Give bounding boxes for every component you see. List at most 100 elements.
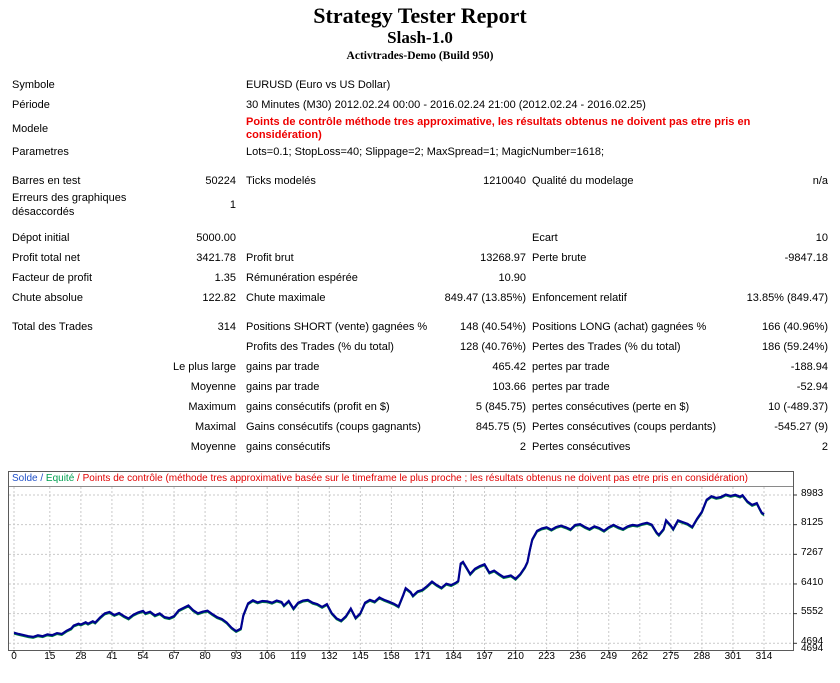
row-label: Gains consécutifs (coups gagnants) bbox=[246, 420, 421, 433]
x-axis-label: 223 bbox=[538, 650, 555, 662]
row-label: Erreurs des graphiques désaccordés bbox=[12, 192, 127, 218]
row-value: 10 bbox=[815, 231, 828, 244]
table-row: Modele Points de contrôle méthode tres ap… bbox=[12, 116, 840, 144]
x-axis-label: 288 bbox=[693, 650, 711, 662]
table-row: Facteur de profit 1.35 Rémunération espéré… bbox=[12, 269, 840, 289]
x-axis-label: 275 bbox=[662, 650, 680, 662]
row-warning-value: Points de contrôle méthode tres approxim… bbox=[246, 115, 751, 142]
y-axis-min-label: 4694 bbox=[801, 642, 824, 654]
row-value: n/a bbox=[812, 175, 828, 188]
balance-chart-area: Solde / Equité / Points de contrôle (mét… bbox=[0, 470, 840, 671]
row-label: pertes par trade bbox=[532, 360, 610, 373]
table-row: Profits des Trades (% du total) 128 (40.7… bbox=[12, 338, 840, 358]
x-axis-label: 210 bbox=[507, 650, 524, 662]
row-value: 13.85% (849.47) bbox=[746, 291, 828, 304]
row-label: Perte brute bbox=[532, 251, 587, 264]
row-label: gains consécutifs (profit en $) bbox=[246, 400, 390, 413]
row-value: 13268.97 bbox=[480, 251, 526, 264]
row-label: gains consécutifs bbox=[246, 440, 331, 453]
row-wide-value: 30 Minutes (M30) 2012.02.24 00:00 - 2016… bbox=[246, 98, 646, 111]
row-value: 122.82 bbox=[202, 291, 236, 304]
row-label: Pertes des Trades (% du total) bbox=[532, 340, 681, 353]
row-value: 5 (845.75) bbox=[475, 400, 526, 413]
row-label: Pertes consécutives (coups perdants) bbox=[532, 420, 717, 433]
row-label: Chute maximale bbox=[246, 291, 326, 304]
row-wide-value: Lots=0.1; StopLoss=40; Slippage=2; MaxSp… bbox=[246, 146, 605, 159]
row-value: -52.94 bbox=[796, 380, 828, 393]
row-label: Période bbox=[12, 98, 50, 111]
row-value: 148 (40.54%) bbox=[459, 320, 526, 333]
x-axis-label: 93 bbox=[230, 650, 242, 662]
table-row: Profit total net 3421.78 Profit brut 13268.… bbox=[12, 249, 840, 269]
row-label: Profits des Trades (% du total) bbox=[246, 340, 394, 353]
y-axis-label: 8125 bbox=[801, 517, 824, 529]
row-value: 10.90 bbox=[498, 271, 526, 284]
row-value: -9847.18 bbox=[784, 251, 828, 264]
row-value: -545.27 (9) bbox=[774, 420, 828, 433]
account-name: Activtrades-Demo (Build 950) bbox=[346, 49, 494, 62]
x-axis-label: 314 bbox=[755, 650, 773, 662]
row-value: 103.66 bbox=[492, 380, 526, 393]
row-label: Parametres bbox=[12, 146, 69, 159]
table-row: Le plus large gains par trade 465.42 pertes… bbox=[12, 358, 840, 378]
table-row: Moyenne gains par trade 103.66 pertes par t… bbox=[12, 378, 840, 398]
row-value: 166 (40.96%) bbox=[761, 320, 828, 333]
row-label: Ecart bbox=[532, 231, 558, 244]
row-label: Qualité du modelage bbox=[532, 175, 634, 188]
row-label: Symbole bbox=[12, 78, 55, 91]
table-row: Chute absolue 122.82 Chute maximale 849.47 … bbox=[12, 289, 840, 309]
table-row: Total des Trades 314 Positions SHORT (vent… bbox=[12, 318, 840, 338]
chart-x-axis-labels: 0 15 28 41 54 67 80 93 106 119 132 145 158 171 184 197 2… bbox=[0, 643, 840, 665]
x-axis-label: 132 bbox=[320, 650, 338, 662]
legend-warning-text: Points de contrôle (méthode tres approxi… bbox=[82, 472, 748, 484]
y-axis-label: 8983 bbox=[801, 487, 824, 499]
table-row: Maximal Gains consécutifs (coups gagnants… bbox=[12, 418, 840, 438]
row-label: Facteur de profit bbox=[12, 271, 93, 284]
report-table: Symbole EURUSD (Euro vs US Dollar) Période… bbox=[0, 76, 840, 458]
row-value: 3421.78 bbox=[196, 251, 236, 264]
row-value: Maximal bbox=[195, 420, 236, 433]
x-axis-label: 197 bbox=[476, 650, 493, 662]
chart-legend: Solde / Equité / Points de contrôle (mét… bbox=[9, 472, 793, 487]
x-axis-label: 158 bbox=[383, 650, 400, 662]
ea-name: Slash-1.0 bbox=[387, 28, 453, 48]
row-value: 2 bbox=[821, 440, 828, 453]
row-value: Moyenne bbox=[190, 380, 236, 393]
x-axis-label: 41 bbox=[106, 650, 118, 662]
row-value: 128 (40.76%) bbox=[459, 340, 526, 353]
row-value: 5000.00 bbox=[196, 231, 236, 244]
row-label: gains par trade bbox=[246, 360, 320, 373]
legend-separator: / bbox=[74, 472, 83, 484]
x-axis-label: 0 bbox=[11, 650, 17, 662]
balance-chart: Solde / Equité / Points de contrôle (mét… bbox=[8, 470, 797, 653]
row-value: 1210040 bbox=[483, 175, 526, 188]
legend-equite: Equité bbox=[45, 472, 75, 484]
y-axis-label: 6410 bbox=[801, 576, 824, 588]
table-row: Barres en test 50224 Ticks modelés 1210040 Q… bbox=[12, 172, 840, 192]
page-title: Strategy Tester Report bbox=[313, 3, 527, 28]
row-value: 849.47 (13.85%) bbox=[444, 291, 526, 304]
row-label: Pertes consécutives bbox=[532, 440, 631, 453]
row-value: 465.42 bbox=[492, 360, 526, 373]
x-axis-label: 15 bbox=[44, 650, 56, 662]
chart-plot bbox=[9, 486, 797, 653]
row-value: 1.35 bbox=[214, 271, 236, 284]
row-label: Positions SHORT (vente) gagnées % bbox=[246, 320, 428, 333]
report-header: Strategy Tester Report Slash-1.0 Activtr… bbox=[0, 0, 840, 64]
row-label: Positions LONG (achat) gagnées % bbox=[532, 320, 707, 333]
x-axis-label: 301 bbox=[724, 650, 742, 662]
balance-line bbox=[13, 492, 765, 638]
row-label: pertes par trade bbox=[532, 380, 610, 393]
table-row: Dépot initial 5000.00 Ecart 10 bbox=[12, 229, 840, 249]
x-axis-label: 262 bbox=[631, 650, 649, 662]
row-label: pertes consécutives (perte en $) bbox=[532, 400, 690, 413]
row-value: 50224 bbox=[205, 175, 236, 188]
row-label: Barres en test bbox=[12, 175, 81, 188]
row-value: Maximum bbox=[188, 400, 236, 413]
row-label: Dépot initial bbox=[12, 231, 70, 244]
x-axis-label: 106 bbox=[258, 650, 276, 662]
x-axis-label: 54 bbox=[137, 650, 149, 662]
x-axis-label: 119 bbox=[290, 650, 307, 662]
row-value: 2 bbox=[519, 440, 526, 453]
legend-solde: Solde bbox=[12, 472, 38, 484]
